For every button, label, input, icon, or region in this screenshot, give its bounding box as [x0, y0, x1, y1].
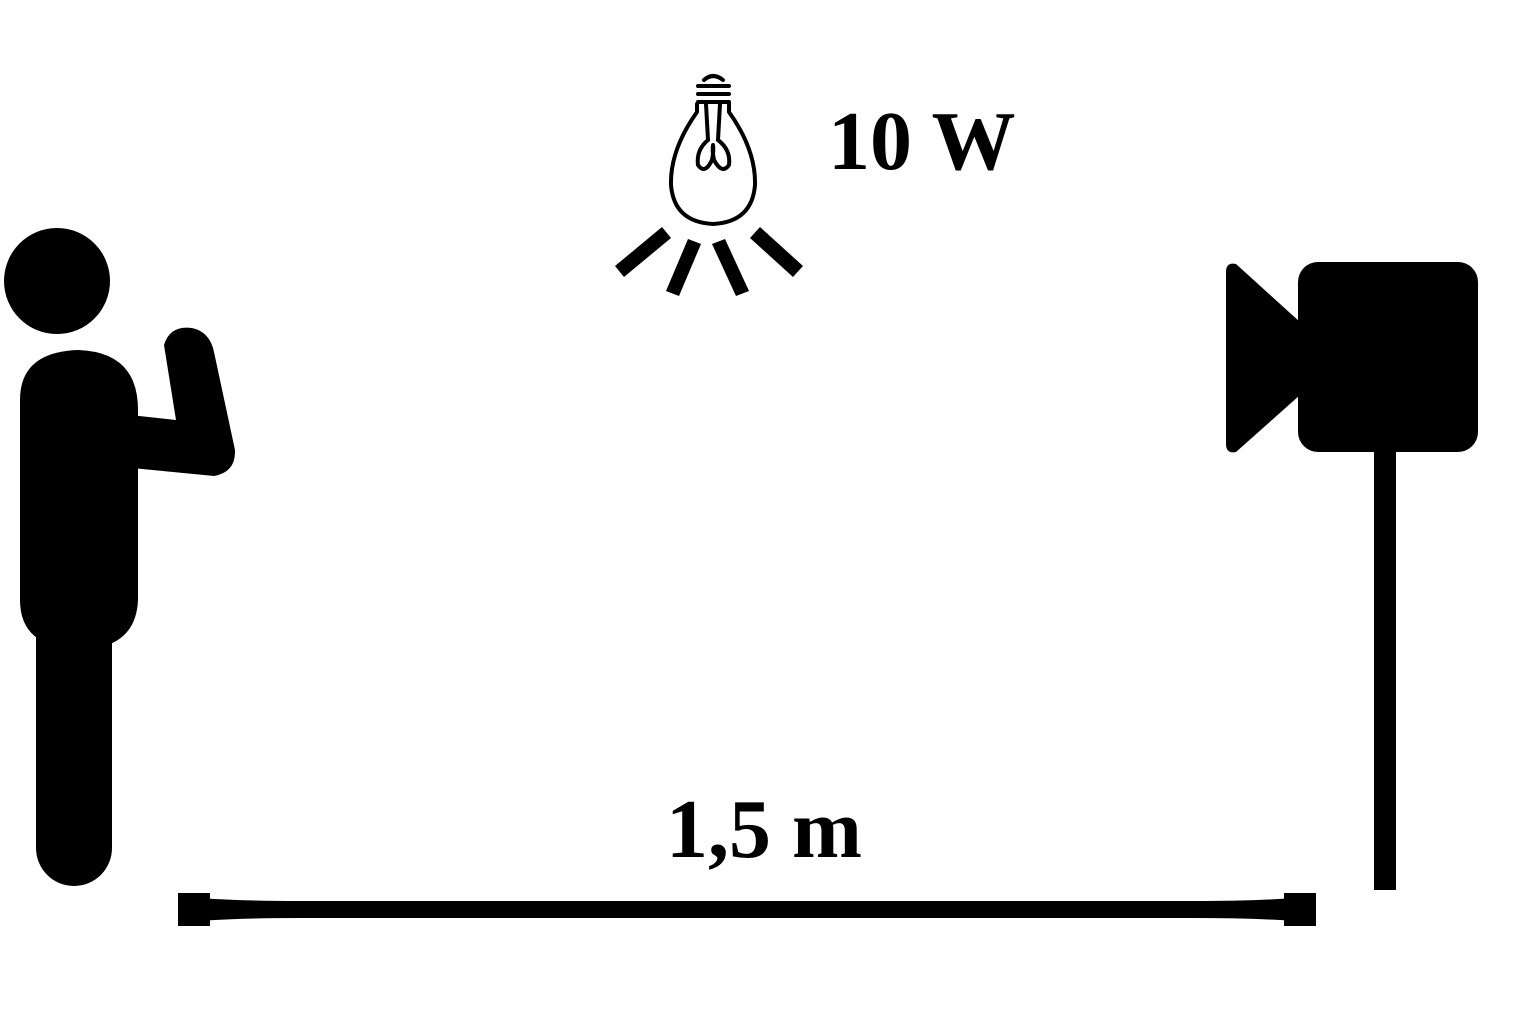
lamp-power-label: 10 W	[828, 95, 1016, 188]
dimension-line	[178, 893, 1316, 926]
light-bulb-icon	[615, 74, 803, 296]
video-camera-on-tripod-icon	[1226, 262, 1478, 890]
person-waving-icon	[4, 228, 236, 886]
distance-label: 1,5 m	[666, 783, 862, 876]
